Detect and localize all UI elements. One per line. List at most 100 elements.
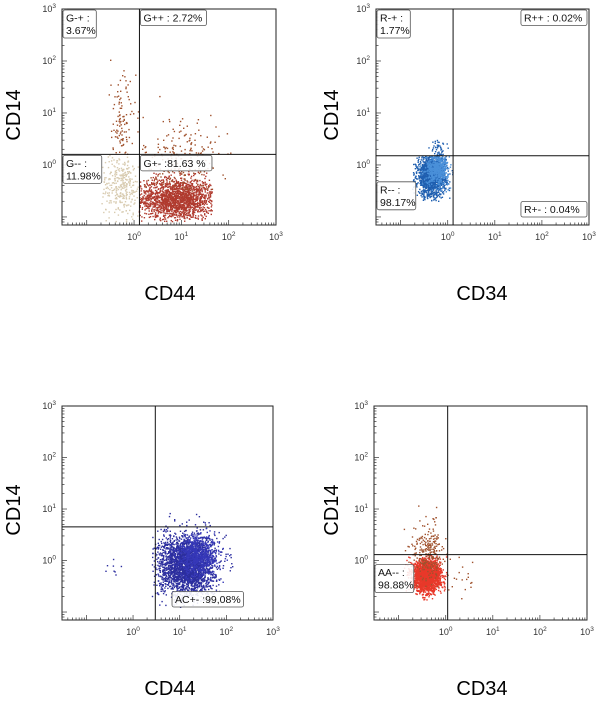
event-dot [150, 197, 152, 200]
event-dot [218, 567, 220, 569]
event-dot [440, 170, 442, 173]
event-dot [101, 203, 103, 205]
event-dot [172, 184, 174, 187]
event-dot [435, 158, 437, 160]
event-dot [428, 159, 430, 161]
event-dot [141, 196, 144, 198]
event-dot [426, 162, 428, 164]
event-dot [211, 191, 213, 193]
event-dot [150, 195, 152, 197]
event-dot [119, 174, 121, 176]
event-dot [119, 98, 121, 101]
event-dot [148, 197, 150, 200]
event-dot [117, 137, 119, 139]
event-dot [122, 75, 124, 77]
event-dot [437, 194, 440, 196]
event-dot [434, 151, 437, 153]
event-dot [424, 198, 426, 201]
event-dot [126, 168, 128, 170]
event-dot [210, 574, 212, 576]
event-dot [180, 130, 182, 132]
event-dot [151, 210, 153, 213]
event-dots [412, 139, 454, 202]
event-dot [438, 167, 440, 169]
event-dot [110, 202, 112, 204]
event-dot [437, 168, 439, 170]
event-dot [119, 114, 121, 116]
event-dot [178, 197, 181, 200]
event-dot [123, 118, 125, 121]
event-dot [447, 170, 449, 172]
event-dot [168, 195, 170, 197]
event-dot [166, 210, 168, 212]
event-dot [125, 122, 128, 125]
event-dot [425, 164, 427, 166]
event-dot [182, 181, 184, 184]
event-dot [188, 184, 191, 186]
event-dot [200, 152, 202, 154]
event-dot [163, 218, 165, 220]
event-dot [153, 196, 155, 199]
event-dot [427, 164, 430, 167]
event-dot [154, 189, 157, 192]
event-dot [194, 173, 197, 175]
event-dot [140, 193, 143, 195]
event-dot [423, 198, 425, 200]
event-dot [200, 207, 202, 209]
event-dot [156, 192, 158, 194]
event-dot [172, 213, 174, 215]
event-dot [145, 202, 147, 204]
event-dot [199, 189, 202, 192]
event-dot [208, 192, 210, 194]
event-dot [432, 156, 434, 158]
event-dot [174, 184, 176, 187]
event-dot [121, 187, 123, 190]
event-dot [183, 205, 185, 207]
event-dot [215, 549, 218, 551]
event-dot [123, 185, 125, 187]
event-dot [202, 206, 204, 208]
event-dot [445, 155, 447, 158]
event-dot [157, 212, 160, 214]
event-dot [161, 587, 163, 590]
event-dot [443, 168, 445, 170]
event-dot [195, 188, 198, 190]
event-dot [180, 201, 182, 203]
event-dot [168, 216, 170, 218]
event-dot [437, 157, 439, 159]
event-dot [160, 207, 162, 209]
event-dot [169, 204, 171, 207]
event-dot [159, 209, 161, 211]
event-dot [189, 215, 191, 217]
event-dot [125, 198, 128, 200]
event-dot [196, 122, 198, 124]
event-dot [150, 198, 152, 201]
x-tick-label: 102 [222, 231, 236, 242]
event-dot [176, 204, 178, 207]
event-dot [162, 199, 164, 201]
event-dot [174, 195, 176, 198]
event-dot [191, 193, 194, 195]
event-dot [105, 191, 107, 193]
event-dot [212, 550, 215, 553]
event-dot [416, 167, 419, 170]
event-dot [185, 198, 188, 200]
event-dot [120, 138, 122, 141]
event-dot [151, 595, 154, 598]
event-dot [193, 209, 195, 212]
event-dot [151, 197, 153, 199]
event-dot [169, 212, 171, 215]
event-dot [427, 159, 429, 161]
event-dot [440, 181, 442, 183]
event-dot [440, 163, 443, 165]
event-dot [152, 202, 154, 204]
event-dot [123, 176, 126, 179]
event-dot [162, 195, 164, 197]
event-dot [160, 553, 162, 555]
event-dot [173, 203, 175, 205]
event-dot [431, 171, 433, 173]
event-dot [133, 195, 135, 197]
event-dot [161, 179, 163, 181]
event-dot [184, 201, 186, 203]
event-dot [145, 146, 147, 148]
